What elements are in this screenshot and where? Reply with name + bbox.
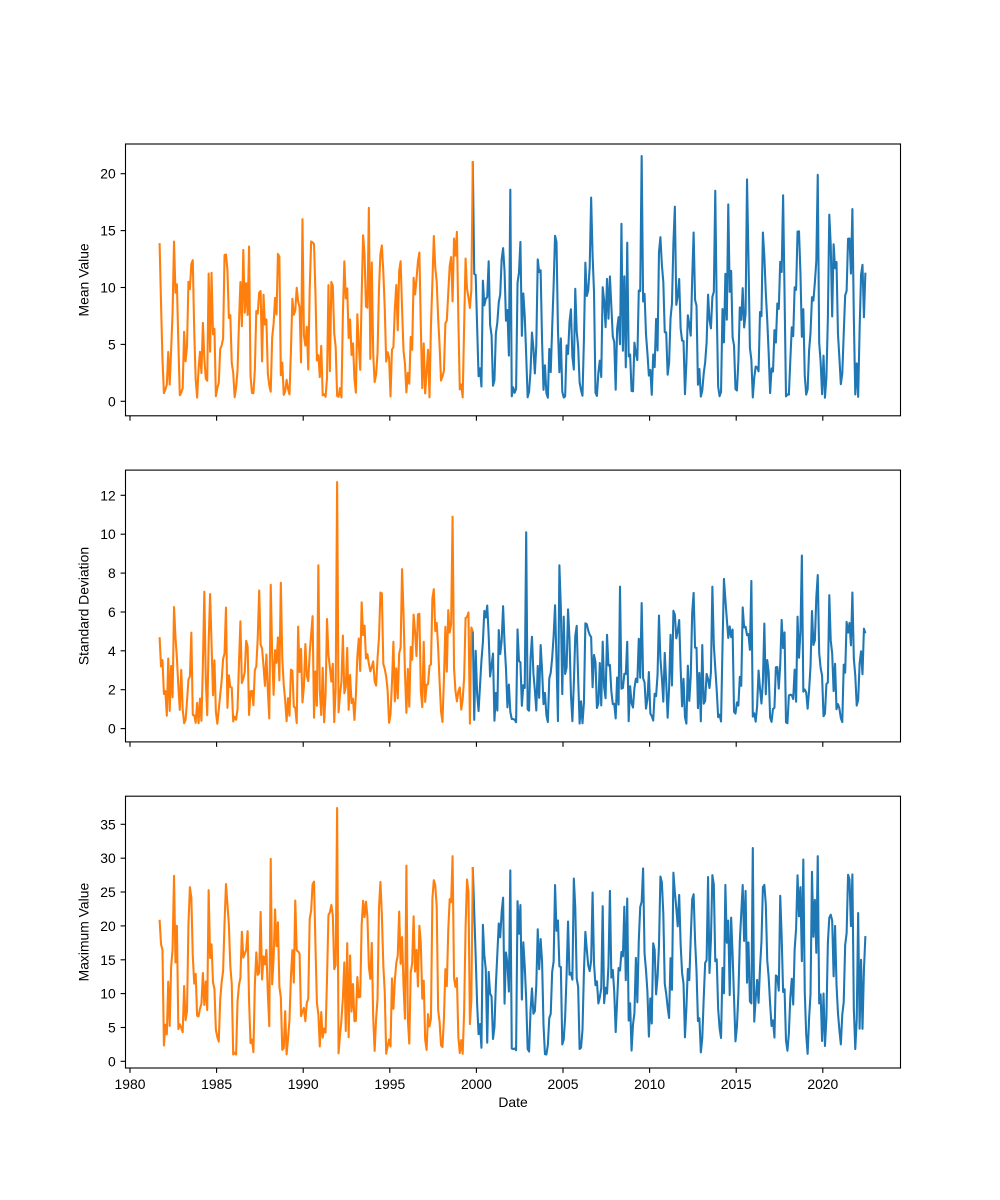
svg-text:20: 20 — [100, 166, 116, 182]
svg-text:Standard Deviation: Standard Deviation — [76, 547, 92, 665]
svg-text:30: 30 — [100, 850, 116, 866]
svg-text:25: 25 — [100, 884, 116, 900]
svg-text:1990: 1990 — [288, 1076, 319, 1092]
svg-text:2010: 2010 — [634, 1076, 665, 1092]
svg-text:Date: Date — [498, 1094, 528, 1110]
svg-text:2020: 2020 — [807, 1076, 838, 1092]
svg-text:10: 10 — [100, 280, 116, 296]
svg-text:10: 10 — [100, 526, 116, 542]
svg-text:15: 15 — [100, 223, 116, 239]
svg-text:2005: 2005 — [548, 1076, 579, 1092]
svg-text:2015: 2015 — [721, 1076, 752, 1092]
svg-text:Maximum Value: Maximum Value — [76, 883, 92, 982]
svg-text:4: 4 — [108, 643, 116, 659]
svg-text:1980: 1980 — [115, 1076, 146, 1092]
svg-text:0: 0 — [108, 393, 116, 409]
svg-text:0: 0 — [108, 1053, 116, 1069]
svg-text:0: 0 — [108, 721, 116, 737]
svg-text:20: 20 — [100, 918, 116, 934]
svg-text:12: 12 — [100, 487, 116, 503]
svg-text:8: 8 — [108, 565, 116, 581]
svg-text:1995: 1995 — [374, 1076, 405, 1092]
svg-text:1985: 1985 — [201, 1076, 232, 1092]
svg-text:Mean Value: Mean Value — [76, 243, 92, 316]
svg-text:2: 2 — [108, 682, 116, 698]
svg-text:35: 35 — [100, 816, 116, 832]
svg-text:2000: 2000 — [461, 1076, 492, 1092]
svg-text:15: 15 — [100, 952, 116, 968]
svg-text:5: 5 — [108, 336, 116, 352]
svg-text:10: 10 — [100, 986, 116, 1002]
svg-text:5: 5 — [108, 1020, 116, 1036]
svg-text:6: 6 — [108, 604, 116, 620]
